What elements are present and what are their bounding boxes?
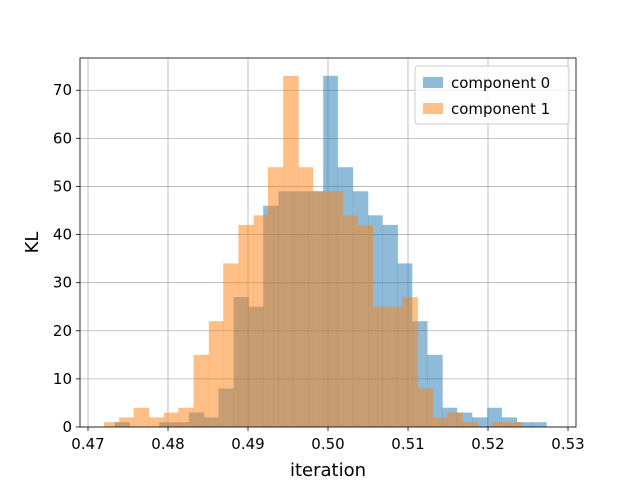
histogram-bar: [501, 417, 518, 427]
histogram-bar: [462, 422, 478, 427]
y-tick-label: 20: [53, 322, 72, 340]
histogram-bar: [223, 263, 239, 427]
histogram-bar: [372, 306, 389, 427]
histogram-bar: [283, 75, 299, 427]
legend-swatch: [423, 77, 443, 88]
x-tick-label: 0.53: [551, 435, 584, 453]
histogram-bar: [388, 306, 403, 427]
histogram-bar: [402, 297, 418, 427]
histogram-bar: [417, 388, 434, 427]
x-tick-label: 0.50: [311, 435, 344, 453]
legend-swatch: [423, 103, 443, 114]
tick-labels: 0.47 0.48 0.49 0.50 0.51 0.52 0.53 0 10 20 30 40 50 6…: [53, 81, 585, 453]
histogram-bar: [447, 412, 463, 427]
histogram-bar: [253, 215, 269, 427]
histogram-bar: [268, 167, 284, 427]
y-tick-label: 40: [53, 226, 72, 244]
histogram-bar: [298, 167, 314, 427]
histogram-bar: [516, 422, 532, 427]
histogram-bar: [357, 224, 374, 427]
histogram-bar: [432, 417, 448, 427]
x-tick-label: 0.47: [71, 435, 104, 453]
histogram-bar: [312, 191, 329, 427]
histogram-bars: [104, 75, 547, 427]
histogram-bar: [492, 422, 508, 427]
y-tick-label: 50: [53, 177, 72, 195]
y-tick-label: 10: [53, 370, 72, 388]
x-tick-label: 0.48: [151, 435, 184, 453]
histogram-bar: [148, 417, 165, 427]
legend-box: [414, 65, 570, 125]
histogram-bar: [507, 422, 523, 427]
histogram-bar: [164, 412, 179, 427]
histogram-bar: [328, 191, 344, 427]
legend-label: component 1: [451, 100, 550, 118]
legend: component 0 component 1: [414, 65, 570, 125]
x-tick-label: 0.52: [471, 435, 504, 453]
histogram-bar: [119, 417, 134, 427]
x-tick-label: 0.51: [391, 435, 424, 453]
histogram-bar: [178, 407, 194, 427]
histogram-bar: [343, 215, 358, 427]
y-tick-label: 60: [53, 129, 72, 147]
y-tick-label: 0: [62, 418, 72, 436]
histogram-bar: [133, 407, 150, 427]
x-axis-label: iteration: [290, 460, 366, 480]
x-tick-label: 0.49: [231, 435, 264, 453]
histogram-bar: [531, 422, 547, 427]
series-1-bars: [104, 75, 523, 427]
y-tick-label: 70: [53, 81, 72, 99]
y-axis-label: KL: [22, 232, 43, 254]
y-tick-label: 30: [53, 274, 72, 292]
legend-label: component 0: [451, 74, 550, 92]
histogram-bar: [238, 224, 254, 427]
histogram-bar: [193, 354, 210, 427]
histogram-bar: [104, 422, 120, 427]
histogram-bar: [472, 417, 488, 427]
histogram-bar: [208, 321, 224, 427]
